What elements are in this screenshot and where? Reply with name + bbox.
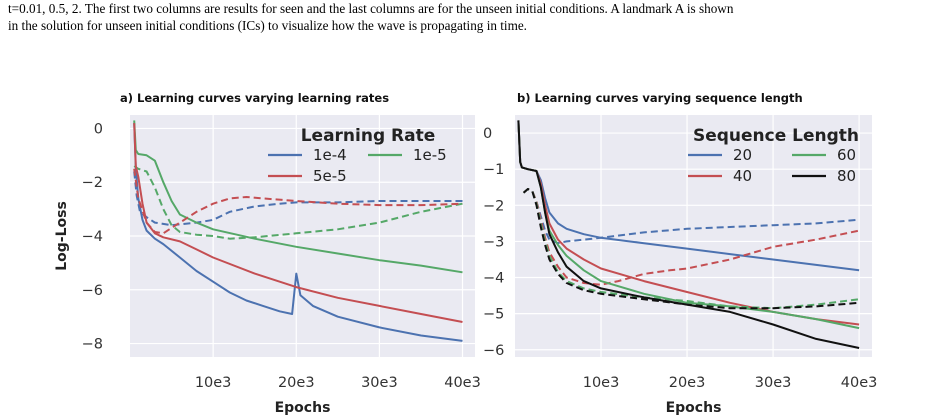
caption-line-2: in the solution for unseen initial condi… (8, 18, 527, 33)
chart-title: b) Learning curves varying sequence leng… (517, 91, 803, 105)
series-line-40-dashed (522, 188, 860, 286)
legend-entry: 80 (837, 167, 856, 185)
x-tick-label: 10e3 (195, 375, 232, 391)
series-line-1e-4-solid (133, 123, 463, 342)
legend-title: Sequence Length (693, 126, 859, 146)
legend-entry: 1e-5 (413, 146, 447, 164)
y-tick-label: −8 (82, 337, 103, 353)
x-tick-label: 10e3 (583, 375, 620, 391)
x-axis-label: Epochs (666, 400, 722, 416)
y-tick-label: −2 (82, 175, 103, 191)
plot-area (515, 115, 872, 357)
legend-entry: 60 (837, 146, 856, 164)
x-tick-label: 20e3 (278, 375, 315, 391)
y-tick-label: −4 (483, 271, 504, 287)
legend-entry: 1e-4 (313, 146, 347, 164)
legend-entry: 40 (733, 167, 752, 185)
x-axis-label: Epochs (275, 400, 331, 416)
y-tick-label: 0 (483, 126, 492, 142)
x-tick-label: 30e3 (361, 375, 398, 391)
y-tick-label: 0 (94, 121, 103, 137)
y-tick-label: −4 (82, 229, 103, 245)
caption-line-1: t=0.01, 0.5, 2. The first two columns ar… (8, 1, 734, 16)
x-tick-label: 40e3 (444, 375, 481, 391)
series-line-80-solid (517, 120, 860, 349)
y-tick-label: −5 (483, 307, 504, 323)
figure-caption: t=0.01, 0.5, 2. The first two columns ar… (8, 0, 938, 34)
chart-panel-a: 10e3 20e3 30e3 40e3 0 −2 −4 −6 −8 a) Learning cur… (54, 91, 481, 416)
legend-entry: 5e-5 (313, 167, 347, 185)
series-line-80-dashed (522, 188, 860, 310)
x-tick-label: 30e3 (755, 375, 792, 391)
series-line-1e-5-solid (133, 120, 463, 274)
series-line-60-dashed (522, 188, 860, 310)
x-tick-label: 40e3 (841, 375, 878, 391)
series-line-5e-5-solid (133, 123, 463, 323)
y-tick-label: −2 (483, 198, 504, 214)
y-tick-label: −6 (483, 343, 504, 359)
y-tick-label: −3 (483, 234, 504, 250)
series-line-1e-5-dashed (133, 165, 463, 240)
series-line-5e-5-dashed (133, 168, 463, 235)
legend-entry: 20 (733, 146, 752, 164)
y-tick-label: −6 (82, 283, 103, 299)
y-axis-label: Log-Loss (54, 201, 70, 271)
series-line-20-dashed (522, 188, 860, 245)
chart-panel-b: 10e3 20e3 30e3 40e3 0 −1 −2 −3 −4 −5 −6 b) Learning… (483, 91, 877, 416)
legend-title: Learning Rate (301, 126, 436, 146)
y-tick-label: −1 (483, 162, 504, 178)
chart-title: a) Learning curves varying learning rate… (120, 91, 389, 105)
x-tick-label: 20e3 (669, 375, 706, 391)
